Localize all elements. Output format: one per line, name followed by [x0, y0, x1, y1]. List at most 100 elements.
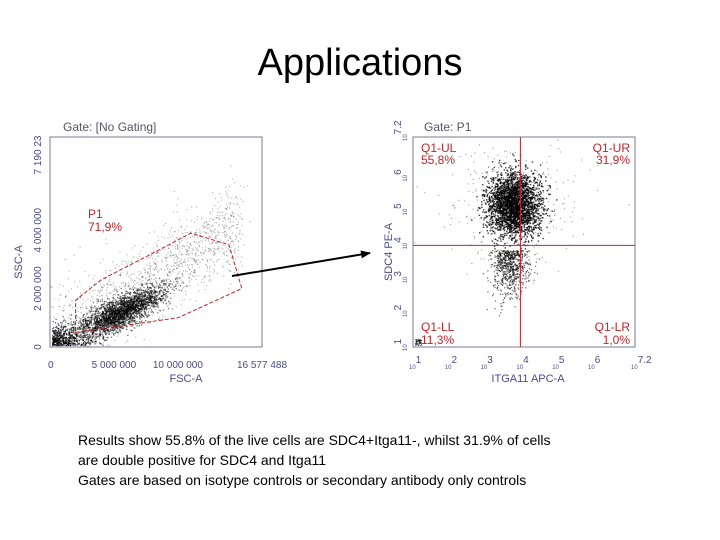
event-dot	[116, 315, 118, 317]
event-dot	[140, 309, 142, 311]
event-dot	[63, 325, 65, 327]
event-dot	[109, 301, 111, 303]
event-dot	[100, 314, 102, 316]
event-dot	[94, 315, 97, 318]
event-dot	[87, 348, 88, 349]
event-dot	[143, 267, 145, 269]
event-dot	[188, 247, 190, 249]
event-dot	[160, 300, 162, 302]
event-dot	[121, 321, 123, 323]
event-dot	[234, 182, 236, 184]
x-tick-label: 0	[48, 360, 54, 371]
event-dot	[157, 312, 159, 314]
event-dot	[211, 232, 213, 234]
event-dot	[72, 330, 74, 332]
event-dot	[483, 211, 486, 214]
event-dot	[168, 300, 170, 302]
gate-name: P1	[88, 207, 103, 221]
event-dot	[140, 295, 142, 297]
event-dot	[222, 211, 224, 213]
event-dot	[126, 319, 128, 321]
event-dot	[89, 335, 91, 337]
event-dot	[91, 335, 93, 338]
event-dot	[152, 293, 155, 295]
event-dot	[165, 265, 167, 267]
event-dot	[130, 288, 132, 290]
event-dot	[114, 315, 116, 317]
event-dot	[214, 228, 216, 230]
event-dot	[131, 330, 133, 332]
event-dot	[211, 225, 213, 227]
event-dot	[137, 290, 139, 292]
event-dot	[125, 312, 128, 314]
event-dot	[131, 307, 133, 309]
event-dot	[189, 269, 191, 271]
event-dot	[115, 317, 117, 319]
event-dot	[226, 240, 228, 242]
event-dot	[121, 313, 123, 315]
event-dot	[129, 301, 131, 303]
event-dot	[61, 322, 63, 324]
event-dot	[165, 297, 167, 299]
event-dot	[71, 343, 73, 345]
event-dot	[147, 272, 149, 274]
event-dot	[130, 318, 132, 320]
event-dot	[96, 337, 98, 339]
event-dot	[227, 228, 229, 230]
event-dot	[92, 330, 94, 332]
event-dot	[162, 281, 164, 283]
event-dot	[525, 164, 527, 166]
event-dot	[163, 284, 165, 286]
event-dot	[182, 254, 184, 256]
event-dot	[114, 288, 116, 290]
event-dot	[119, 299, 121, 302]
event-dot	[143, 299, 146, 301]
event-dot	[227, 255, 229, 257]
event-dot	[199, 242, 201, 244]
event-dot	[89, 324, 91, 326]
event-dot	[82, 320, 85, 323]
event-dot	[181, 263, 183, 265]
event-dot	[152, 296, 154, 298]
event-dot	[116, 289, 118, 291]
event-dot	[128, 318, 130, 320]
event-dot	[87, 320, 90, 322]
event-dot	[238, 233, 240, 235]
event-dot	[127, 282, 129, 284]
event-dot	[143, 300, 145, 302]
event-dot	[134, 287, 136, 289]
event-dot	[111, 307, 113, 309]
event-dot	[231, 211, 233, 213]
event-dot	[119, 309, 121, 311]
event-dot	[186, 270, 188, 272]
event-dot	[194, 270, 196, 272]
event-dot	[150, 290, 152, 292]
event-dot	[231, 240, 233, 242]
event-dot	[105, 323, 107, 325]
event-dot	[82, 337, 84, 339]
event-dot	[511, 227, 513, 229]
event-dot	[178, 249, 180, 251]
event-dot	[130, 318, 133, 320]
event-dot	[203, 231, 205, 233]
event-dot	[83, 318, 85, 320]
event-dot	[178, 289, 180, 291]
event-dot	[215, 235, 217, 237]
event-dot	[106, 309, 108, 312]
event-dot	[94, 324, 97, 326]
event-dot	[107, 302, 109, 304]
event-dot	[226, 193, 228, 195]
plot-frame	[412, 136, 636, 348]
event-dot	[175, 248, 177, 250]
event-dot	[119, 295, 121, 297]
event-dot	[151, 293, 153, 295]
event-dot	[153, 298, 156, 300]
event-dot	[226, 194, 228, 196]
event-dot	[80, 337, 82, 339]
event-dot	[122, 316, 125, 318]
event-dot	[136, 293, 138, 295]
event-dot	[217, 234, 219, 236]
event-dot	[179, 251, 181, 253]
event-dot	[174, 253, 176, 255]
event-dot	[200, 252, 202, 254]
